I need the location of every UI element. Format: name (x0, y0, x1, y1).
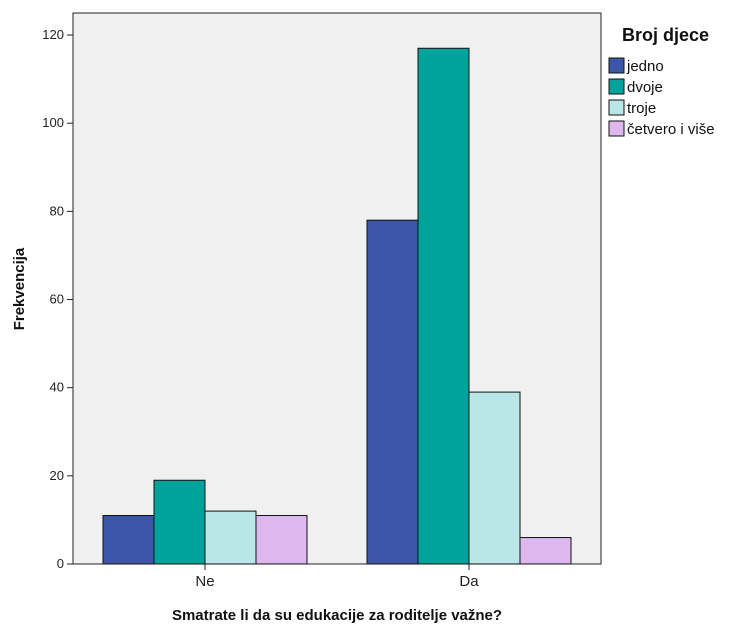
x-tick-label: Ne (195, 573, 214, 590)
y-tick-label: 0 (57, 556, 64, 571)
y-tick-label: 120 (42, 27, 64, 42)
y-tick-label: 100 (42, 115, 64, 130)
legend-swatch (608, 120, 625, 137)
legend-swatch (608, 57, 625, 74)
bar-troje-Da (468, 391, 521, 565)
y-tick-label: 60 (50, 292, 64, 307)
y-axis: 0 20 40 60 80 100 120 (42, 27, 73, 571)
legend: Broj djece jedno dvoje troje četvero i više (608, 25, 715, 138)
legend-label: dvoje (627, 79, 663, 96)
legend-swatch (608, 99, 625, 116)
bar-troje-Ne (204, 510, 257, 565)
legend-label: četvero i više (627, 121, 715, 138)
legend-label: troje (627, 100, 656, 117)
legend-swatch (608, 78, 625, 95)
y-tick-label: 20 (50, 468, 64, 483)
legend-title: Broj djece (622, 25, 709, 45)
bar-dvoje-Da (417, 47, 470, 565)
bar-četvero-i-više-Ne (255, 515, 308, 565)
x-axis-title: Smatrate li da su edukacije za roditelje… (172, 607, 502, 624)
y-axis-title: Frekvencija (11, 247, 28, 330)
x-tick-label: Da (459, 573, 479, 590)
bar-jedno-Da (366, 219, 419, 565)
bars (102, 47, 572, 565)
bar-jedno-Ne (102, 515, 155, 565)
x-axis: Ne Da (195, 564, 479, 590)
plot-area (72, 12, 602, 565)
bar-dvoje-Ne (153, 479, 206, 565)
legend-label: jedno (626, 58, 664, 75)
y-tick-label: 80 (50, 203, 64, 218)
y-tick-label: 40 (50, 380, 64, 395)
bar-četvero-i-više-Da (519, 537, 572, 565)
